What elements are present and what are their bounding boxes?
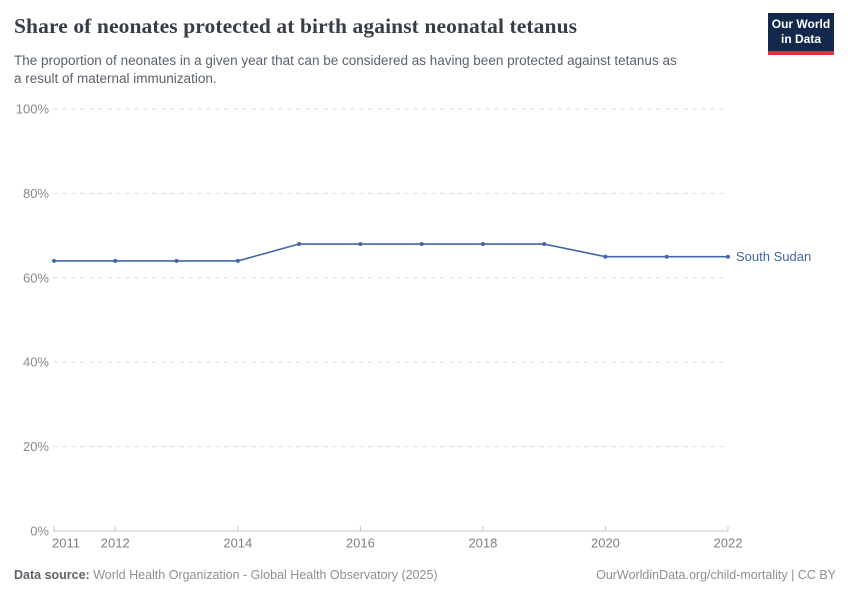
chart-subtitle: The proportion of neonates in a given ye… — [14, 52, 754, 89]
owid-logo-line-1: Our World — [771, 17, 831, 31]
x-axis-tick-label: 2011 — [52, 536, 80, 551]
attribution-note: OurWorldinData.org/child-mortality | CC … — [596, 568, 836, 582]
y-axis-tick-label: 20% — [23, 439, 49, 454]
x-axis-tick-label: 2016 — [346, 536, 375, 551]
y-axis-tick-label: 40% — [23, 355, 49, 370]
data-source-value: World Health Organization - Global Healt… — [89, 568, 438, 582]
x-axis-tick-label: 2012 — [101, 536, 130, 551]
data-point[interactable] — [113, 258, 118, 263]
chart-footer: Data source: World Health Organization -… — [14, 568, 836, 582]
y-axis-tick-label: 0% — [30, 524, 49, 539]
data-point[interactable] — [358, 242, 363, 247]
owid-logo[interactable]: Our World in Data — [768, 13, 834, 55]
y-axis-tick-label: 60% — [23, 270, 49, 285]
data-point[interactable] — [726, 254, 730, 259]
data-point[interactable] — [664, 254, 669, 259]
data-line[interactable] — [53, 243, 729, 262]
data-point[interactable] — [419, 242, 424, 247]
y-axis-tick-label: 100% — [16, 102, 50, 117]
data-point[interactable] — [480, 242, 485, 247]
x-axis-tick-label: 2018 — [468, 536, 497, 551]
attribution-separator: | — [787, 568, 798, 582]
data-point[interactable] — [542, 242, 547, 247]
series-end-label[interactable]: South Sudan — [736, 249, 811, 264]
data-point[interactable] — [52, 258, 56, 263]
license-link[interactable]: CC BY — [797, 568, 836, 582]
x-axis-tick-label: 2014 — [223, 536, 252, 551]
owid-url-link[interactable]: OurWorldinData.org/child-mortality — [596, 568, 788, 582]
owid-logo-line-2: in Data — [780, 32, 821, 47]
x-axis-tick-label: 2022 — [714, 536, 743, 551]
data-source-label: Data source: — [14, 568, 90, 582]
chart-subtitle-line-1: The proportion of neonates in a given ye… — [14, 53, 677, 68]
x-axis-tick-label: 2020 — [591, 536, 620, 551]
chart-subtitle-line-2: a result of maternal immunization. — [14, 71, 217, 87]
y-axis-tick-label: 80% — [23, 186, 49, 201]
chart-title: Share of neonates protected at birth aga… — [14, 14, 578, 38]
data-point[interactable] — [297, 242, 302, 247]
data-point[interactable] — [603, 254, 608, 259]
data-point[interactable] — [235, 258, 240, 263]
data-source-note: Data source: World Health Organization -… — [14, 568, 438, 582]
data-point[interactable] — [174, 258, 179, 263]
